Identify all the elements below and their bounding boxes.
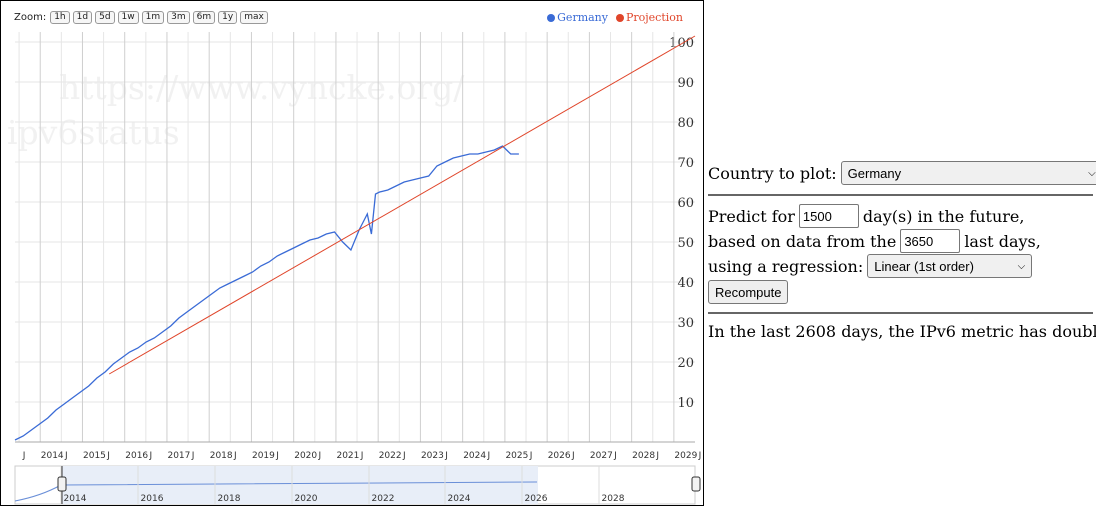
country-label: Country to plot: — [708, 163, 837, 183]
x-tick-label: J — [486, 451, 490, 461]
x-tick-label: 2016 — [125, 451, 148, 461]
x-tick-label: 2029 — [674, 451, 697, 461]
x-tick-label: J — [571, 451, 575, 461]
zoom-button-1d[interactable]: 1d — [72, 11, 93, 24]
x-tick-label: J — [613, 451, 617, 461]
legend-label: Germany — [557, 11, 608, 24]
zoom-button-3m[interactable]: 3m — [167, 11, 190, 24]
predict-days-input[interactable]: 1500 — [798, 204, 859, 228]
x-tick-label: J — [149, 451, 153, 461]
x-tick-label: 2018 — [210, 451, 233, 461]
navigator-label: 2028 — [602, 494, 625, 504]
navigator-selection — [62, 466, 538, 504]
chart-container: https://www.vyncke.org/ ipv6status 10 20 3… — [0, 0, 704, 506]
navigator-right-handle — [691, 476, 701, 492]
x-tick-label: J — [655, 451, 659, 461]
predict-row: Predict for 1500 day(s) in the future, — [708, 204, 1024, 228]
legend-item-projection[interactable]: Projection — [615, 11, 683, 24]
based-prefix: based on data from the — [708, 231, 897, 251]
navigator-label: 2014 — [64, 494, 87, 504]
predict-prefix: Predict for — [708, 206, 795, 226]
y-tick-label: 20 — [677, 356, 694, 371]
chevron-down-icon: ⌵ — [1088, 167, 1096, 179]
regression-label: using a regression: — [708, 256, 864, 276]
navigator-label: 2020 — [295, 494, 318, 504]
zoom-button-5d[interactable]: 5d — [95, 11, 115, 24]
predict-suffix: day(s) in the future, — [862, 206, 1025, 226]
x-tick-label: J — [402, 451, 406, 461]
divider — [708, 194, 1093, 196]
y-tick-label: 60 — [677, 196, 694, 211]
navigator-label: 2018 — [218, 494, 241, 504]
x-tick-label: 2022 — [379, 451, 402, 461]
y-tick-label: 70 — [677, 156, 694, 171]
x-tick-label: 2026 — [548, 451, 571, 461]
based-days-input[interactable]: 3650 — [900, 229, 961, 253]
recompute-button[interactable]: Recompute — [708, 280, 789, 304]
country-select-value: Germany — [847, 165, 902, 181]
x-tick-label: 2027 — [590, 451, 613, 461]
x-tick-label: J — [698, 451, 702, 461]
zoom-label: Zoom: — [14, 12, 47, 23]
navigator-label: 2016 — [141, 494, 164, 504]
legend-item-germany[interactable]: Germany — [547, 11, 608, 24]
series-line-projection — [108, 35, 696, 375]
x-tick-label: J — [191, 451, 195, 461]
x-tick-label: J — [317, 451, 321, 461]
x-tick-label: J — [233, 451, 237, 461]
based-suffix: last days, — [964, 231, 1041, 251]
x-tick-label: 2015 — [83, 451, 106, 461]
x-tick-label: 2023 — [421, 451, 444, 461]
x-tick-label: J — [64, 451, 68, 461]
legend-dot-icon — [547, 13, 556, 22]
zoom-button-1w[interactable]: 1w — [117, 11, 139, 24]
regression-select[interactable]: Linear (1st order) ⌵ — [867, 254, 1033, 278]
navigator-label: 2026 — [525, 494, 548, 504]
x-tick-label: 2024 — [463, 451, 486, 461]
zoom-button-1h[interactable]: 1h — [50, 11, 70, 24]
zoom-button-1m[interactable]: 1m — [141, 11, 165, 24]
x-tick-label: 2021 — [336, 451, 359, 461]
legend: Germany Projection — [539, 11, 683, 24]
x-tick-label: 2020 — [294, 451, 317, 461]
x-tick-label: J — [22, 451, 26, 461]
x-tick-label: J — [106, 451, 110, 461]
chevron-down-icon: ⌵ — [1017, 260, 1026, 272]
result-row: In the last 2608 days, the IPv6 metric h… — [708, 322, 1096, 341]
y-tick-label: 10 — [677, 396, 694, 411]
regression-select-value: Linear (1st order) — [874, 258, 974, 274]
legend-dot-icon — [615, 13, 624, 22]
x-tick-label: J — [360, 451, 364, 461]
y-tick-label: 80 — [677, 116, 694, 131]
x-tick-label: 2025 — [505, 451, 528, 461]
zoom-button-max[interactable]: max — [240, 11, 268, 24]
zoom-button-6m[interactable]: 6m — [192, 11, 216, 24]
y-tick-label: 30 — [677, 316, 694, 331]
y-tick-label: 40 — [677, 276, 694, 291]
zoom-bar: Zoom: 1h 1d 5d 1w 1m 3m 6m 1y max — [14, 11, 271, 24]
country-select[interactable]: Germany ⌵ — [840, 161, 1096, 185]
recompute-row: Recompute — [708, 280, 789, 304]
series-line-germany — [14, 145, 519, 441]
country-row: Country to plot: Germany ⌵ — [708, 161, 1096, 185]
legend-label: Projection — [625, 11, 683, 24]
x-tick-label: J — [529, 451, 533, 461]
based-row: based on data from the 3650 last days, — [708, 229, 1041, 253]
navigator-left-handle — [57, 476, 67, 492]
navigator-label: 2022 — [372, 494, 395, 504]
divider — [708, 312, 1093, 314]
x-tick-label: 2014 — [41, 451, 64, 461]
regression-row: using a regression: Linear (1st order) ⌵ — [708, 254, 1033, 278]
x-tick-label: J — [275, 451, 279, 461]
x-tick-label: 2028 — [632, 451, 655, 461]
y-tick-label: 90 — [677, 76, 694, 91]
navigator-label: 2024 — [448, 494, 471, 504]
zoom-button-1y[interactable]: 1y — [218, 11, 238, 24]
x-tick-label: 2017 — [167, 451, 190, 461]
x-tick-label: J — [444, 451, 448, 461]
x-tick-label: 2019 — [252, 451, 275, 461]
y-tick-label: 50 — [677, 236, 694, 251]
result-text: In the last 2608 days, the IPv6 metric h… — [708, 322, 1096, 341]
